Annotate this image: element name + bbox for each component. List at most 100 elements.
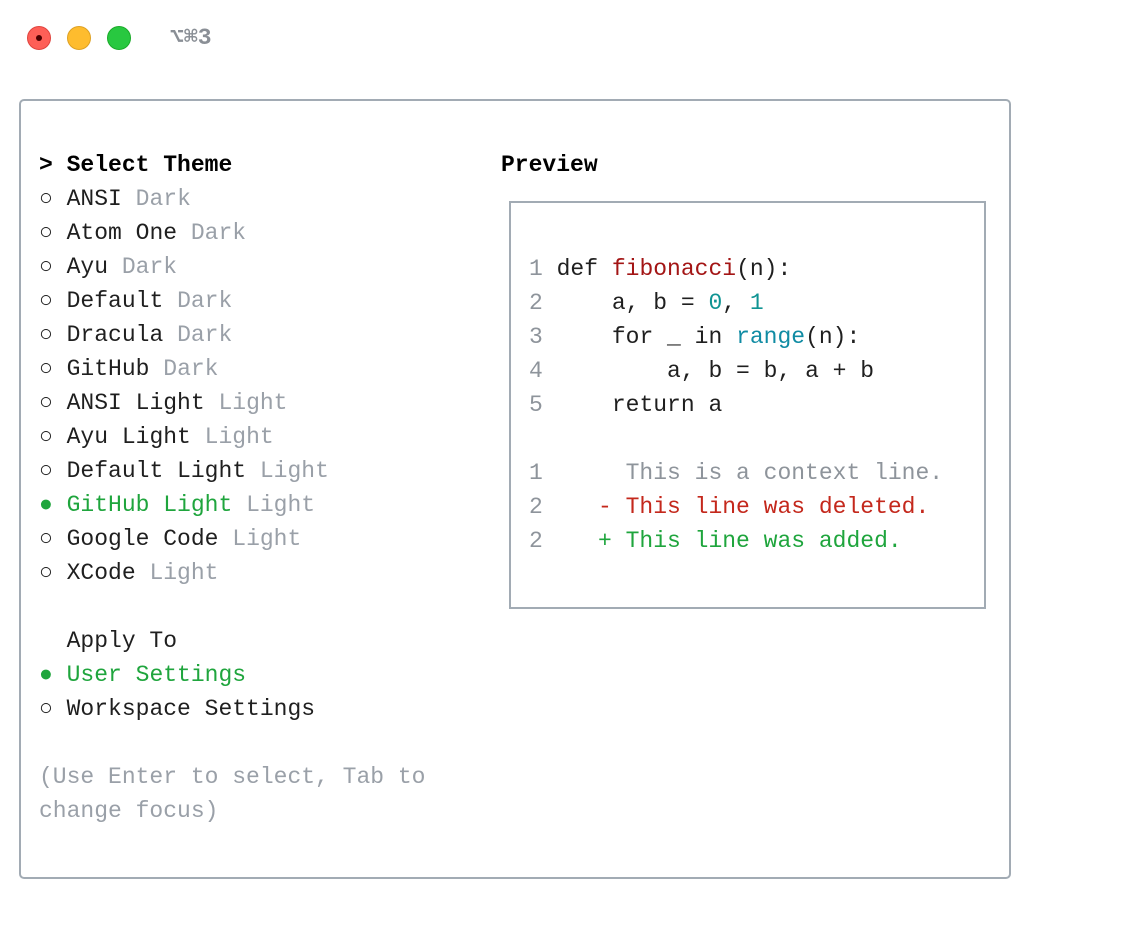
code-token: a, b = (556, 290, 709, 316)
theme-name: Dracula (66, 322, 164, 348)
theme-option[interactable]: ○ GitHub Dark (39, 352, 453, 386)
radio-marker: ○ (39, 254, 53, 280)
theme-name: ANSI Light (66, 390, 205, 416)
code-token: 1 (749, 290, 764, 316)
spacer (39, 590, 453, 624)
theme-name: GitHub (66, 356, 150, 382)
theme-option[interactable]: ○ Default Dark (39, 284, 453, 318)
diff-text: This line was deleted. (625, 494, 930, 520)
radio-marker: ● (39, 662, 53, 688)
diff-line: 1 This is a context line. (529, 456, 984, 490)
radio-marker: ○ (39, 220, 53, 246)
diff-line: 2 + This line was added. (529, 524, 984, 558)
theme-option[interactable]: ○ ANSI Dark (39, 182, 453, 216)
line-number: 2 (529, 290, 543, 316)
shortcut: ⌥⌘3 (170, 25, 212, 51)
theme-variant: Light (218, 390, 288, 416)
radio-marker: ○ (39, 560, 53, 586)
code-token: return a (556, 392, 723, 418)
theme-name: Ayu (66, 254, 109, 280)
theme-variant: Dark (177, 288, 233, 314)
diff-line: 2 - This line was deleted. (529, 490, 984, 524)
code-token: for _ in (556, 324, 737, 350)
code-token: fibonacci (611, 256, 737, 282)
line-number: 3 (529, 324, 543, 350)
apply-option[interactable]: ● User Settings (39, 658, 453, 692)
radio-marker: ○ (39, 356, 53, 382)
line-number: 1 (529, 256, 543, 282)
theme-variant: Dark (135, 186, 191, 212)
theme-option[interactable]: ○ Ayu Light Light (39, 420, 453, 454)
radio-marker: ○ (39, 390, 53, 416)
theme-name: ANSI (66, 186, 122, 212)
radio-marker: ● (39, 492, 53, 518)
line-number: 5 (529, 392, 543, 418)
prompt: > (39, 152, 53, 178)
close-button[interactable] (27, 26, 51, 50)
theme-option[interactable]: ○ ANSI Light Light (39, 386, 453, 420)
code-token: , (722, 290, 750, 316)
option-name: User Settings (66, 662, 247, 688)
theme-option[interactable]: ○ Google Code Light (39, 522, 453, 556)
theme-variant: Dark (121, 254, 178, 280)
heading: Apply To (66, 628, 178, 654)
radio-marker: ○ (39, 458, 53, 484)
line-number: 4 (529, 358, 543, 384)
line-number: 1 (529, 460, 543, 486)
theme-variant: Light (259, 458, 329, 484)
radio-marker: ○ (39, 322, 53, 348)
radio-marker: ○ (39, 424, 53, 450)
theme-variant: Dark (177, 322, 233, 348)
theme-name: Atom One (66, 220, 178, 246)
theme-option[interactable]: ● GitHub Light Light (39, 488, 453, 522)
code-line: 4 a, b = b, a + b (529, 354, 984, 388)
theme-heading: > Select Theme (39, 148, 453, 182)
code-token: a, b = b, a + b (556, 358, 875, 384)
theme-variant: Light (246, 492, 316, 518)
theme-name: Default Light (66, 458, 247, 484)
theme-option[interactable]: ○ Atom One Dark (39, 216, 453, 250)
theme-variant: Light (232, 526, 302, 552)
theme-variant: Light (149, 560, 219, 586)
option-name: Workspace Settings (66, 696, 316, 722)
apply-heading: Apply To (39, 624, 453, 658)
diff-sign: + (598, 528, 612, 554)
code-line: 2 a, b = 0, 1 (529, 286, 984, 320)
heading: Select Theme (66, 152, 233, 178)
close-dot (36, 35, 42, 41)
code-line: 1 def fibonacci(n): (529, 252, 984, 286)
radio-marker: ○ (39, 526, 53, 552)
theme-option[interactable]: ○ XCode Light (39, 556, 453, 590)
preview-heading: Preview (501, 152, 598, 178)
theme-option[interactable]: ○ Default Light Light (39, 454, 453, 488)
theme-variant: Dark (190, 220, 247, 246)
theme-option[interactable]: ○ Dracula Dark (39, 318, 453, 352)
theme-name: GitHub Light (66, 492, 233, 518)
left-column: > Select Theme ○ ANSI Dark ○ Atom One Dark… (39, 148, 453, 828)
spacer (529, 422, 984, 456)
radio-marker: ○ (39, 288, 53, 314)
code-line: 3 for _ in range(n): (529, 320, 984, 354)
diff-text: This line was added. (625, 528, 902, 554)
theme-variant: Dark (163, 356, 219, 382)
diff-text: This is a context line. (625, 460, 944, 486)
theme-name: Google Code (66, 526, 219, 552)
theme-option[interactable]: ○ Ayu Dark (39, 250, 453, 284)
code-token: (n): (736, 256, 792, 282)
hint: (Use Enter to select, Tab to change focu… (39, 764, 426, 824)
code-token: def (556, 256, 612, 282)
zoom-button[interactable] (107, 26, 131, 50)
theme-variant: Light (204, 424, 274, 450)
radio-marker: ○ (39, 696, 53, 722)
code-token: 0 (708, 290, 723, 316)
code-token: (n): (805, 324, 861, 350)
minimize-button[interactable] (67, 26, 91, 50)
dialog-frame (19, 99, 1011, 879)
code-line: 5 return a (529, 388, 984, 422)
apply-option[interactable]: ○ Workspace Settings (39, 692, 453, 726)
theme-name: Ayu Light (66, 424, 191, 450)
diff-sign: - (598, 494, 612, 520)
theme-name: XCode (66, 560, 136, 586)
line-number: 2 (529, 528, 543, 554)
